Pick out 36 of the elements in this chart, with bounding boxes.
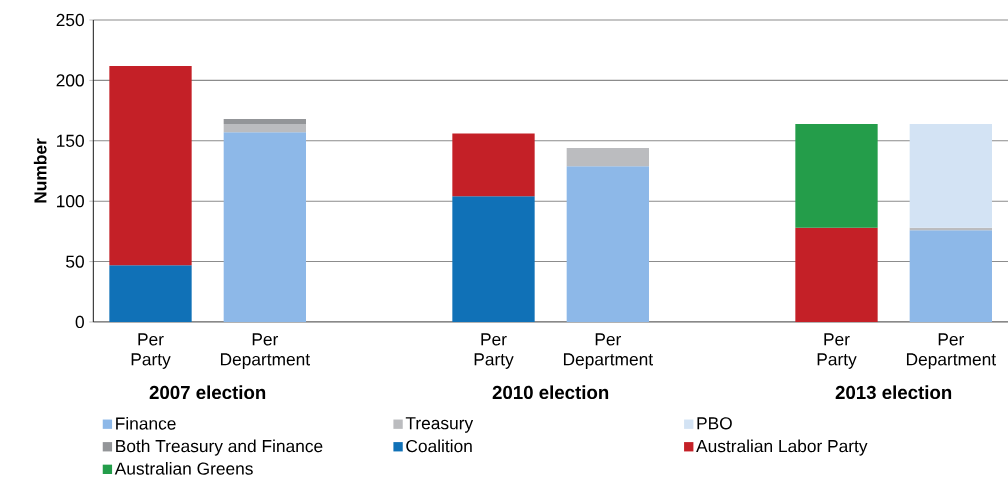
bar [223,132,306,322]
legend-label: PBO [697,417,732,430]
x-tick-label: Per Party [474,333,514,369]
legend-label: Australian Greens [114,462,253,475]
y-tick-label: 0 [75,315,84,329]
bar [566,148,649,167]
x-tick-label: Per Party [131,333,171,369]
y-tick-label: 200 [56,74,84,87]
x-tick-label: Per Department [563,333,653,369]
bar [795,227,878,322]
legend-label: Australian Labor Party [696,439,868,456]
y-tick-label: 250 [56,13,84,27]
bar [223,119,306,124]
bar [566,166,649,322]
bar [452,133,535,197]
bar [223,123,306,133]
y-axis-title: Number [33,138,47,203]
x-tick-label: Per Party [817,333,857,369]
text: 2010 election [492,385,609,400]
y-tick-label: 150 [57,134,84,147]
legend-label: Treasury [405,417,474,433]
x-tick-label: Per Department [906,333,996,369]
x-tick-label: Per Department [220,333,310,369]
bar [452,196,535,322]
text: 2007 election [149,385,266,400]
bar [909,230,992,322]
text: 2013 election [835,385,952,400]
bar [109,265,192,322]
bar [909,123,992,228]
legend-label: Both Treasury and Finance [116,439,323,456]
bar [109,65,192,266]
bar [795,123,878,228]
legend-label: Finance [116,416,176,430]
y-tick-label: 100 [57,195,84,208]
y-tick-label: 50 [66,255,84,268]
legend-label: Coalition [406,439,472,453]
